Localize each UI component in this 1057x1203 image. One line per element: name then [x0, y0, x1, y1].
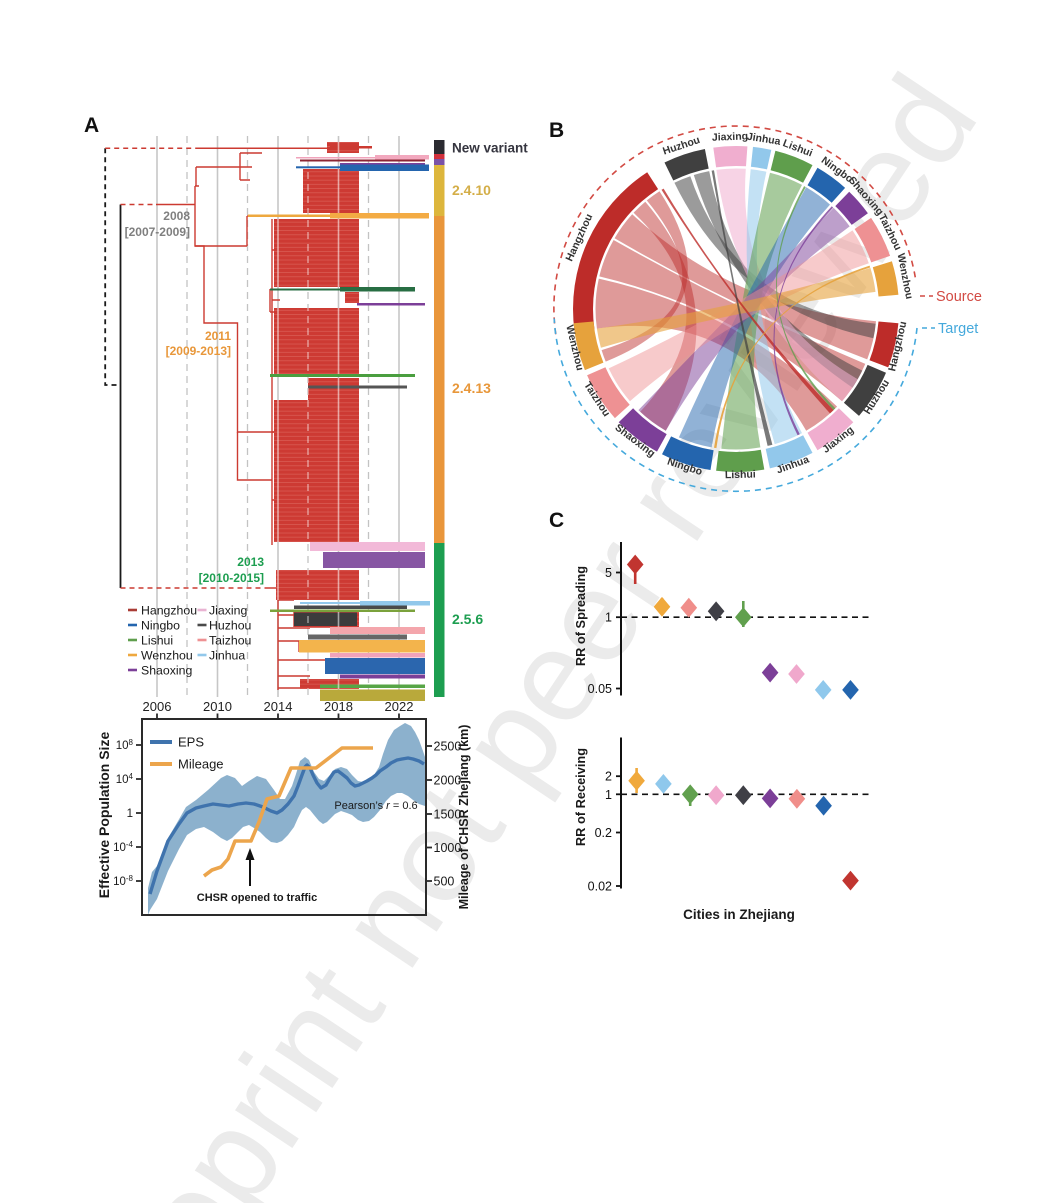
svg-text:Source: Source — [936, 289, 982, 305]
svg-text:2000: 2000 — [434, 774, 462, 788]
svg-text:B: B — [549, 119, 564, 142]
svg-text:2018: 2018 — [324, 699, 353, 714]
svg-text:Lishui: Lishui — [141, 633, 173, 647]
svg-text:Hangzhou: Hangzhou — [141, 603, 197, 617]
svg-text:[2007-2009]: [2007-2009] — [125, 225, 190, 239]
svg-text:Target: Target — [938, 321, 978, 337]
svg-text:108: 108 — [116, 738, 134, 752]
svg-text:Jinhua: Jinhua — [746, 131, 781, 148]
svg-text:[2009-2013]: [2009-2013] — [166, 344, 231, 358]
svg-text:0.05: 0.05 — [588, 682, 612, 696]
svg-text:Pearson’s r = 0.6: Pearson’s r = 0.6 — [334, 800, 417, 812]
svg-text:10-8: 10-8 — [113, 874, 133, 888]
svg-text:RR of Spreading: RR of Spreading — [573, 566, 588, 666]
svg-text:2: 2 — [605, 770, 612, 784]
svg-text:2500: 2500 — [434, 740, 462, 754]
svg-text:Jiaxing: Jiaxing — [209, 603, 247, 617]
svg-text:Jinhua: Jinhua — [209, 648, 245, 662]
svg-text:A: A — [84, 114, 99, 137]
svg-text:2006: 2006 — [143, 699, 172, 714]
svg-text:Taizhou: Taizhou — [209, 633, 252, 647]
svg-text:104: 104 — [116, 772, 134, 786]
svg-text:5: 5 — [605, 566, 612, 580]
svg-text:2011: 2011 — [205, 329, 231, 343]
svg-text:1500: 1500 — [434, 808, 462, 822]
svg-text:2.4.10: 2.4.10 — [452, 182, 491, 198]
svg-text:Mileage of CHSR Zhejiang (km): Mileage of CHSR Zhejiang (km) — [457, 725, 471, 910]
svg-text:2013: 2013 — [237, 555, 264, 569]
svg-text:Lishui: Lishui — [725, 468, 756, 481]
svg-text:1000: 1000 — [434, 841, 462, 855]
svg-text:0.2: 0.2 — [595, 826, 612, 840]
svg-text:1: 1 — [605, 611, 612, 625]
svg-text:2008: 2008 — [163, 209, 190, 223]
svg-text:Ningbo: Ningbo — [141, 618, 180, 632]
svg-text:Huzhou: Huzhou — [209, 618, 252, 632]
svg-text:10-4: 10-4 — [113, 840, 133, 854]
svg-text:Shaoxing: Shaoxing — [141, 663, 192, 677]
svg-text:New variant: New variant — [452, 141, 528, 156]
svg-text:RR of Receiving: RR of Receiving — [573, 748, 588, 846]
svg-text:0.02: 0.02 — [588, 880, 612, 894]
svg-text:Effective Population Size: Effective Population Size — [96, 732, 112, 899]
svg-text:EPS: EPS — [178, 735, 204, 750]
svg-text:500: 500 — [434, 875, 455, 889]
svg-text:Mileage: Mileage — [178, 757, 224, 772]
svg-text:2014: 2014 — [264, 699, 293, 714]
svg-text:2010: 2010 — [203, 699, 232, 714]
svg-text:2.4.13: 2.4.13 — [452, 380, 491, 396]
svg-text:2.5.6: 2.5.6 — [452, 611, 483, 627]
svg-text:[2010-2015]: [2010-2015] — [199, 571, 264, 585]
svg-text:1: 1 — [605, 788, 612, 802]
svg-text:2022: 2022 — [385, 699, 414, 714]
svg-text:C: C — [549, 509, 564, 532]
svg-text:Cities in Zhejiang: Cities in Zhejiang — [683, 907, 795, 922]
svg-text:1: 1 — [127, 808, 133, 820]
svg-text:Jiaxing: Jiaxing — [712, 130, 749, 143]
svg-text:CHSR opened to traffic: CHSR opened to traffic — [197, 892, 317, 904]
svg-text:Wenzhou: Wenzhou — [141, 648, 193, 662]
